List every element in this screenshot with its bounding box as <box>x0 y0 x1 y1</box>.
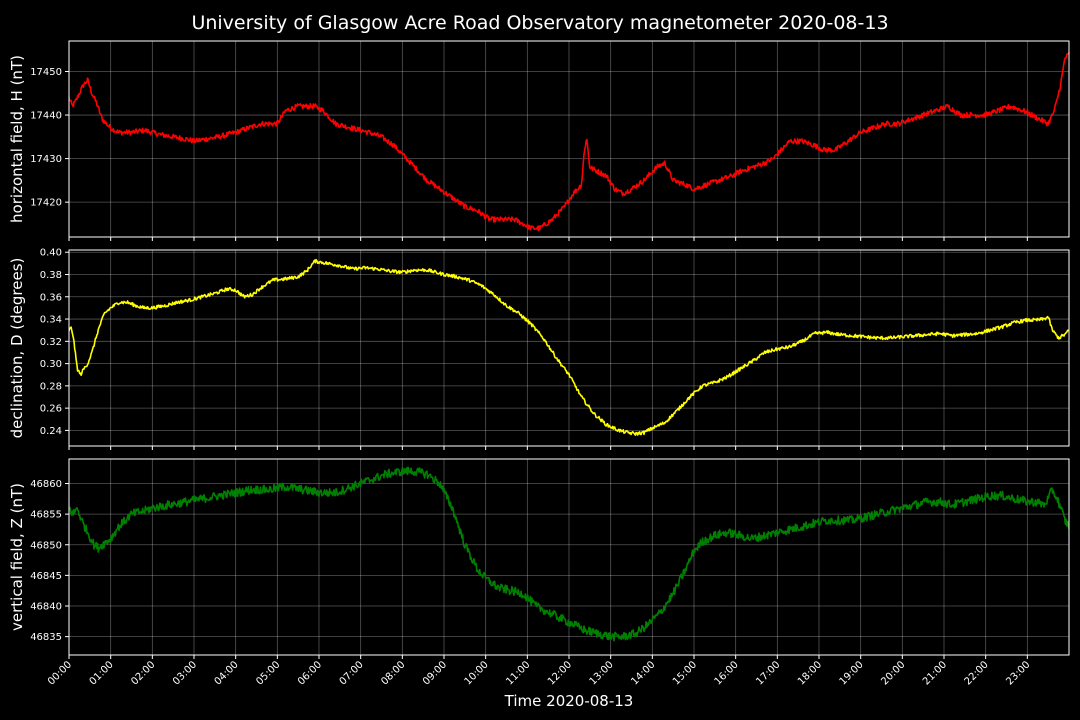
panel-frame <box>68 458 1070 656</box>
y-tick-label: 17450 <box>30 67 62 78</box>
y-tick-label: 46855 <box>30 510 62 521</box>
panel-1: 17420 17430 17440 17450 horizontal field, H … <box>8 40 1070 241</box>
chart-title: University of Glasgow Acre Road Observat… <box>191 12 888 34</box>
series-line <box>69 466 1069 642</box>
y-tick-label: 0.32 <box>40 337 62 348</box>
panel-frame <box>68 249 1070 447</box>
panels: 17420 17430 17440 17450 horizontal field, H … <box>8 40 1070 659</box>
y-tick-label: 0.40 <box>40 248 62 259</box>
panel-2: 0.24 0.26 0.28 0.30 0.32 0.34 0.36 0.38 0.40 decl… <box>8 248 1070 450</box>
y-tick-label: 0.28 <box>40 381 62 392</box>
y-tick-label: 46840 <box>30 602 62 613</box>
y-tick-label: 0.34 <box>40 315 62 326</box>
series-line <box>69 258 1069 436</box>
y-tick-label: 46850 <box>30 540 62 551</box>
panel-frame <box>68 40 1070 238</box>
y-tick-label: 0.24 <box>40 426 62 437</box>
y-tick-label: 46860 <box>30 479 62 490</box>
y-tick-label: 17420 <box>30 198 62 209</box>
series-line <box>69 52 1069 232</box>
y-tick-label: 46845 <box>30 571 62 582</box>
y-tick-label: 17430 <box>30 154 62 165</box>
y-axis-label: declination, D (degrees) <box>8 258 26 439</box>
x-axis-label: Time 2020-08-13 <box>504 692 634 710</box>
y-axis-label: horizontal field, H (nT) <box>8 55 26 223</box>
y-tick-label: 0.26 <box>40 404 62 415</box>
y-tick-label: 0.36 <box>40 292 62 303</box>
y-tick-label: 46835 <box>30 632 62 643</box>
panel-3: 46835 46840 46845 46850 46855 46860 vertical f… <box>8 458 1070 659</box>
y-axis-label: vertical field, Z (nT) <box>8 483 26 631</box>
y-tick-label: 0.30 <box>40 359 62 370</box>
y-tick-label: 17440 <box>30 111 62 122</box>
y-tick-label: 0.38 <box>40 270 62 281</box>
